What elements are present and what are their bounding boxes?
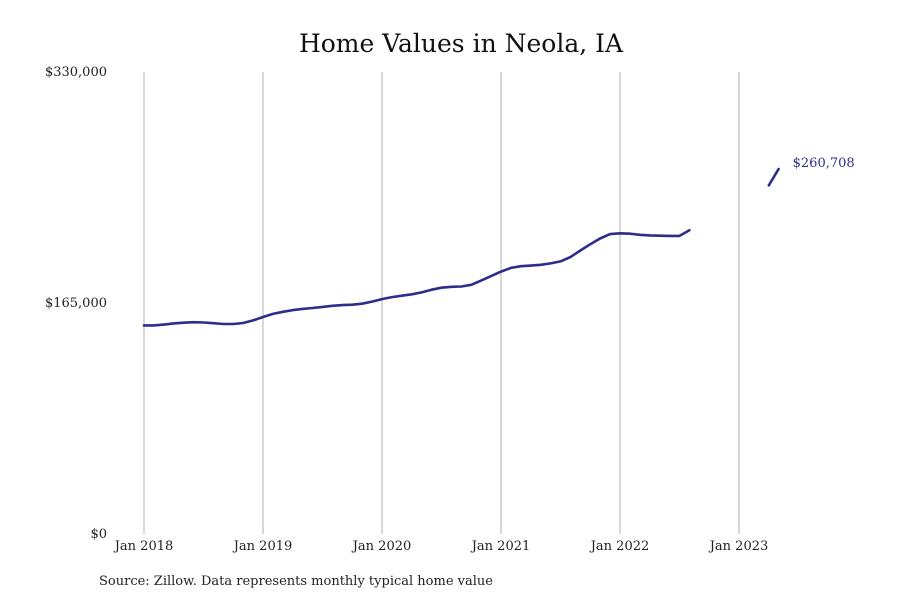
chart-title: Home Values in Neola, IA (299, 29, 624, 58)
x-tick-label: Jan 2021 (470, 539, 531, 554)
y-tick-label: $0 (90, 527, 107, 542)
series-line-segment-2 (767, 167, 780, 187)
vertical-gridlines (143, 72, 740, 534)
x-tick-label: Jan 2018 (113, 539, 174, 554)
y-tick-label: $330,000 (45, 65, 107, 80)
source-note: Source: Zillow. Data represents monthly … (99, 574, 493, 589)
x-axis: Jan 2018 Jan 2019 Jan 2020 Jan 2021 Jan 2022… (113, 539, 769, 554)
series-line-segment-1 (142, 228, 691, 327)
y-axis: $0 $165,000 $330,000 (45, 65, 107, 542)
x-tick-label: Jan 2020 (351, 539, 412, 554)
series-home-values (142, 167, 780, 327)
x-tick-label: Jan 2019 (232, 539, 293, 554)
y-tick-label: $165,000 (45, 296, 107, 311)
x-tick-label: Jan 2023 (708, 539, 769, 554)
end-value-label: $260,708 (793, 156, 855, 171)
x-tick-label: Jan 2022 (589, 539, 650, 554)
